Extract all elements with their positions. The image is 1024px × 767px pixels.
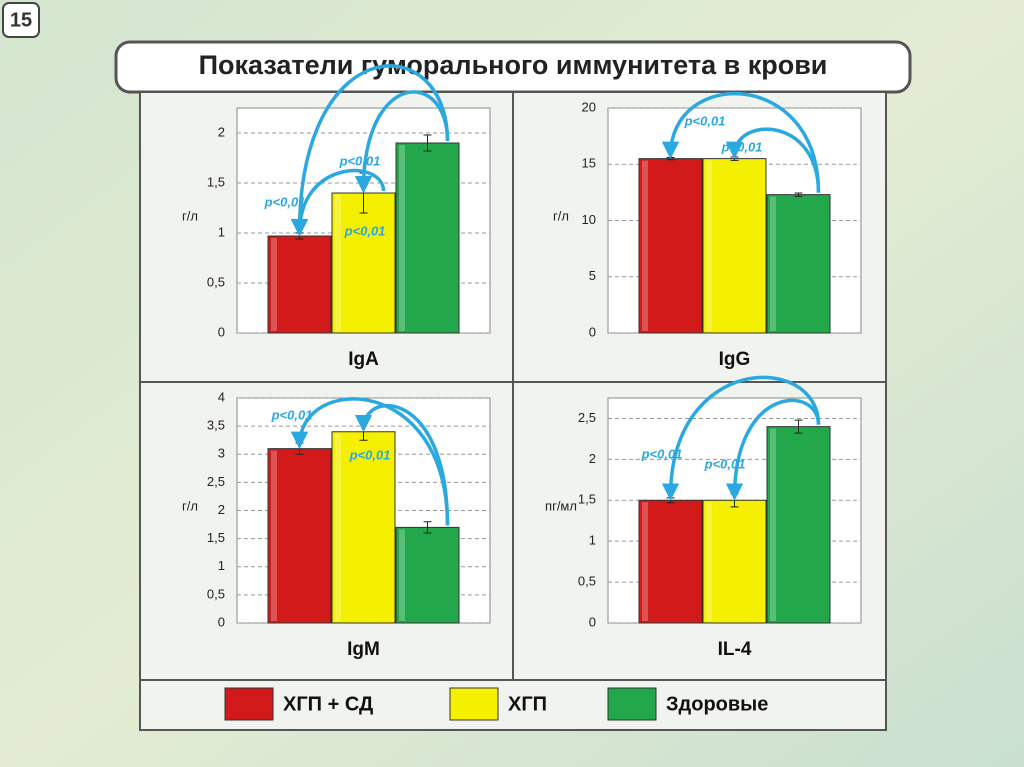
charts: 00,511,52г/лIgAp<0,01p<0,01p<0,010510152…	[182, 64, 862, 721]
y-tick-label: 2	[589, 451, 596, 466]
y-axis-label: г/л	[553, 208, 569, 223]
chart-title: IgM	[347, 639, 380, 660]
legend-swatch	[449, 687, 499, 721]
error-bar	[423, 134, 432, 152]
bar	[702, 499, 767, 624]
annotation-arrow	[661, 375, 821, 501]
annotation: p<0,01	[271, 407, 313, 422]
y-tick-label: 1,5	[578, 492, 596, 507]
y-tick-label: 0,5	[207, 274, 225, 289]
y-tick-label: 0	[218, 324, 225, 339]
annotation: p<0,01	[721, 139, 763, 154]
annotation-arrow	[725, 398, 821, 501]
y-tick-label: 0	[218, 614, 225, 629]
annotation-arrow	[725, 127, 821, 193]
bar-highlight	[642, 502, 648, 621]
y-tick-label: 0	[589, 324, 596, 339]
annotation: p<0,01	[641, 446, 683, 461]
annotation: p<0,01	[349, 447, 391, 462]
error-bar	[794, 419, 803, 434]
y-axis-label: г/л	[182, 498, 198, 513]
bar	[638, 158, 703, 334]
y-tick-label: 1	[218, 558, 225, 573]
y-tick-label: 0	[589, 614, 596, 629]
chart-title: IL-4	[718, 639, 752, 660]
y-axis-label: пг/мл	[545, 498, 577, 513]
bar	[766, 426, 831, 624]
y-tick-label: 10	[582, 212, 596, 227]
y-axis-label: г/л	[182, 208, 198, 223]
bar	[766, 194, 831, 334]
y-tick-label: 2,5	[207, 474, 225, 489]
y-tick-label: 0,5	[578, 574, 596, 589]
annotation: p<0,01	[264, 194, 306, 209]
annotation-arrow	[290, 397, 450, 526]
bar-highlight	[642, 160, 648, 331]
bar	[395, 526, 460, 624]
y-tick-label: 1,5	[207, 174, 225, 189]
bar-highlight	[271, 238, 277, 331]
bar-highlight	[706, 502, 712, 621]
legend-swatch	[607, 687, 657, 721]
bar	[267, 235, 332, 334]
bar-highlight	[399, 529, 405, 621]
annotation: p<0,01	[684, 113, 726, 128]
y-tick-label: 4	[218, 389, 225, 404]
annotation-arrow	[354, 90, 450, 194]
bar-highlight	[770, 428, 776, 621]
slide-number-box	[2, 2, 40, 38]
legend-label: Здоровые	[666, 693, 768, 715]
chart-title: IgA	[348, 349, 379, 370]
bar	[331, 192, 396, 334]
slide-title: Показатели гуморального иммунитета в кро…	[199, 50, 828, 80]
bar-highlight	[335, 433, 341, 621]
bar-highlight	[770, 196, 776, 331]
bar	[395, 142, 460, 334]
bar	[267, 448, 332, 624]
annotation-arrow	[290, 169, 386, 237]
y-tick-label: 1	[589, 533, 596, 548]
y-tick-label: 1,5	[207, 530, 225, 545]
y-tick-label: 2	[218, 124, 225, 139]
annotation: p<0,01	[344, 223, 386, 238]
y-tick-label: 3	[218, 446, 225, 461]
bar-highlight	[399, 145, 405, 331]
y-tick-label: 1	[218, 224, 225, 239]
error-bar	[794, 192, 803, 197]
chart-title: IgG	[719, 349, 751, 370]
y-tick-label: 5	[589, 268, 596, 283]
bar-highlight	[335, 195, 341, 331]
legend-swatch	[224, 687, 274, 721]
annotation-arrow	[290, 64, 450, 237]
legend-label: ХГП + СД	[283, 693, 373, 715]
annotation-arrow	[661, 91, 821, 193]
y-tick-label: 0,5	[207, 586, 225, 601]
y-tick-label: 2,5	[578, 410, 596, 425]
bar-highlight	[271, 450, 277, 621]
bar	[331, 431, 396, 624]
y-tick-label: 15	[582, 156, 596, 171]
annotation: p<0,01	[704, 456, 746, 471]
y-tick-label: 20	[582, 99, 596, 114]
bar	[702, 158, 767, 334]
annotation-arrow	[354, 403, 450, 526]
annotation: p<0,01	[339, 153, 381, 168]
bar	[638, 499, 703, 624]
slide-number: 15	[10, 9, 32, 31]
bar-highlight	[706, 160, 712, 331]
y-tick-label: 3,5	[207, 418, 225, 433]
y-tick-label: 2	[218, 502, 225, 517]
legend-label: ХГП	[508, 693, 547, 715]
error-bar	[423, 521, 432, 534]
